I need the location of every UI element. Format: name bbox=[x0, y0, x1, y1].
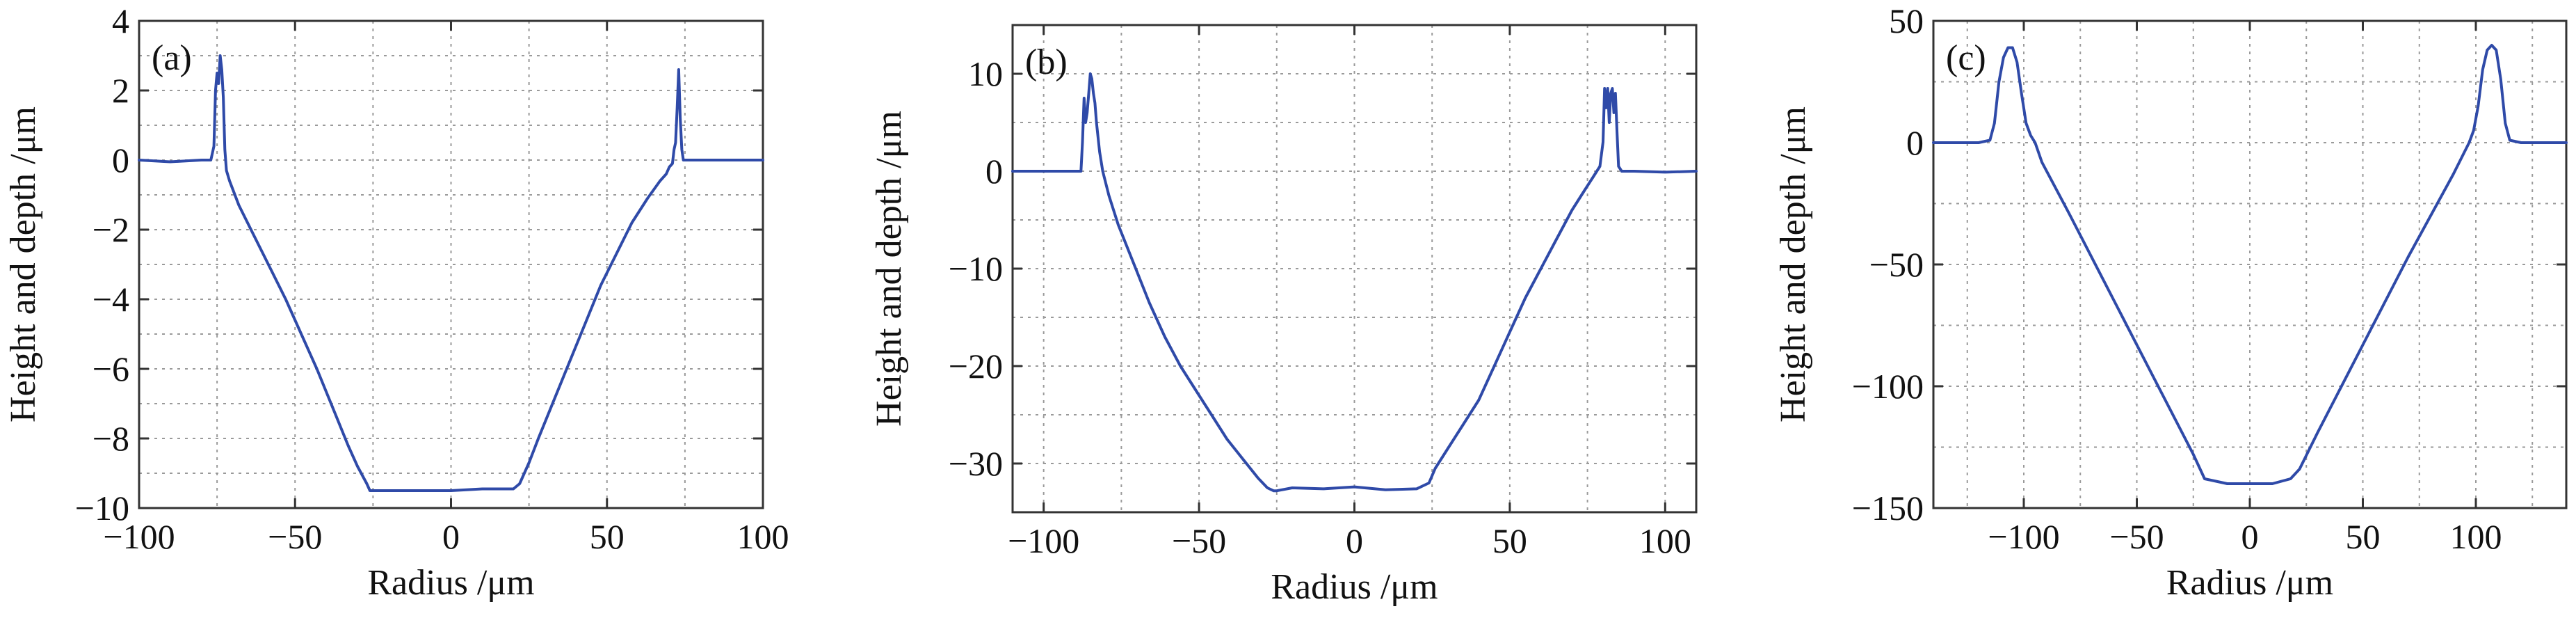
panel-label: (c) bbox=[1946, 38, 1986, 78]
x-tick-label: 100 bbox=[1639, 521, 1691, 560]
x-tick-label: 100 bbox=[2450, 517, 2502, 556]
y-axis-label: Height and depth /μm bbox=[1773, 106, 1813, 422]
x-tick-label: −50 bbox=[2109, 517, 2164, 556]
x-tick-label: −100 bbox=[103, 517, 175, 556]
y-tick-label: −4 bbox=[92, 280, 129, 319]
series-line bbox=[138, 54, 764, 492]
x-tick-label: −100 bbox=[1988, 517, 2059, 556]
y-tick-label: 2 bbox=[112, 71, 129, 110]
y-tick-label: 10 bbox=[968, 54, 1003, 93]
x-tick-label: 50 bbox=[590, 517, 625, 556]
y-tick-label: −150 bbox=[1852, 489, 1924, 528]
y-tick-label: 4 bbox=[112, 1, 129, 40]
chart-panel-a: −100 −50 0 50 100 4 2 0 −2 −4 −6 −8 −10 (a) Radius /μm… bbox=[3, 1, 789, 603]
y-tick-label: −50 bbox=[1869, 245, 1924, 284]
x-tick-label: −50 bbox=[268, 517, 322, 556]
x-tick-label: −100 bbox=[1008, 521, 1079, 560]
x-tick-label: 100 bbox=[737, 517, 789, 556]
x-axis-label: Radius /μm bbox=[367, 563, 534, 603]
y-tick-label: −10 bbox=[75, 489, 129, 528]
panel-label: (b) bbox=[1025, 42, 1068, 82]
y-tick-label: 50 bbox=[1889, 1, 1924, 40]
x-tick-label: 50 bbox=[2346, 517, 2381, 556]
x-tick-label: −50 bbox=[1172, 521, 1226, 560]
y-tick-label: −8 bbox=[92, 419, 129, 458]
y-tick-label: −30 bbox=[949, 444, 1003, 483]
x-tick-label: 0 bbox=[2241, 517, 2259, 556]
y-tick-label: −10 bbox=[949, 249, 1003, 288]
y-axis-label: Height and depth /μm bbox=[869, 111, 909, 427]
y-tick-label: 0 bbox=[1906, 123, 1924, 162]
series-line bbox=[1011, 72, 1698, 493]
panel-label: (a) bbox=[152, 38, 192, 78]
y-axis-label: Height and depth /μm bbox=[3, 106, 43, 422]
x-axis-label: Radius /μm bbox=[1271, 567, 1438, 607]
x-axis-label: Radius /μm bbox=[2166, 563, 2333, 603]
y-tick-label: −20 bbox=[949, 347, 1003, 386]
x-tick-label: 0 bbox=[1346, 521, 1363, 560]
y-tick-label: 0 bbox=[112, 141, 129, 180]
x-tick-label: 50 bbox=[1492, 521, 1527, 560]
y-tick-label: −100 bbox=[1852, 367, 1924, 406]
y-tick-label: 0 bbox=[985, 152, 1003, 191]
series-line bbox=[1932, 44, 2568, 485]
x-tick-label: 0 bbox=[442, 517, 460, 556]
chart-panel-c: −100 −50 0 50 100 50 0 −50 −100 −150 (c) Radius /μm… bbox=[1773, 1, 2568, 603]
y-tick-label: −6 bbox=[92, 349, 129, 388]
y-tick-label: −2 bbox=[92, 210, 129, 249]
